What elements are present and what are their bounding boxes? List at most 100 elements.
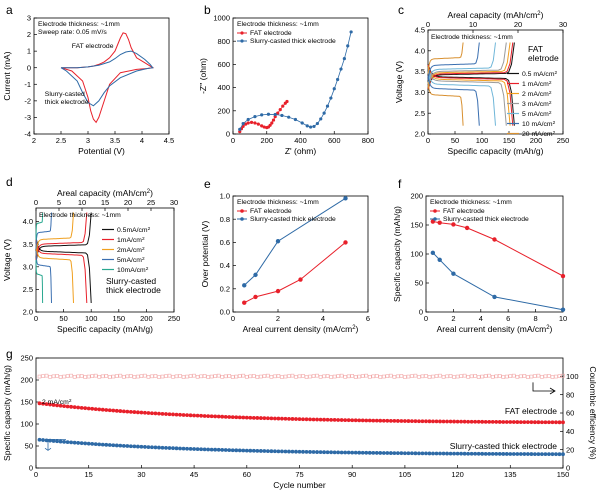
capacity-point [427, 451, 432, 456]
capacity-point [107, 443, 112, 447]
ce-point [396, 374, 400, 379]
capacity-point [220, 448, 225, 452]
ce-point [410, 374, 414, 378]
capacity-point [455, 419, 460, 424]
capacity-point [462, 451, 467, 456]
capacity-point [378, 418, 383, 423]
capacity-point [209, 414, 214, 419]
capacity-point [111, 443, 116, 448]
data-point [253, 272, 258, 278]
ce-point [561, 373, 565, 378]
capacity-point [329, 417, 334, 422]
x-axis-label: Z' (ohm) [285, 146, 317, 156]
capacity-point [276, 416, 281, 421]
y-tick-label: 150 [410, 221, 423, 230]
capacity-point [160, 411, 165, 416]
capacity-point [234, 448, 239, 453]
discharge-curve-6 [427, 81, 464, 126]
y-tick-label: 150 [20, 398, 33, 407]
capacity-point [255, 416, 260, 420]
capacity-point [490, 451, 495, 456]
x-tick-label: 3 [86, 136, 90, 145]
top-tick-label: 30 [559, 20, 567, 29]
capacity-point [441, 451, 446, 456]
ce-point [533, 374, 537, 378]
ce-point [280, 375, 284, 379]
ce-point [417, 374, 421, 379]
discharge-curve-2 [427, 66, 511, 126]
charge-curve-4 [427, 42, 496, 85]
capacity-point [494, 420, 499, 424]
capacity-point [37, 437, 42, 442]
capacity-point [160, 445, 165, 450]
ce-point [325, 374, 330, 378]
ce-point [483, 374, 488, 378]
legend-label: FAT electrode [443, 208, 485, 215]
capacity-point [308, 417, 312, 422]
y-tick-label: 0 [27, 63, 31, 72]
capacity-point [350, 450, 355, 455]
ce-point [367, 374, 372, 379]
capacity-point [547, 420, 551, 425]
capacity-point [494, 451, 499, 456]
capacity-point [69, 440, 74, 445]
capacity-point [290, 417, 295, 421]
ce-point [448, 374, 453, 378]
top-tick-label: 0 [34, 198, 38, 207]
annotation: thick electrode [45, 99, 89, 106]
capacity-point [192, 413, 197, 418]
capacity-point [487, 419, 492, 424]
legend-label: FAT electrode [250, 30, 292, 37]
capacity-point [69, 404, 74, 409]
capacity-point [487, 451, 492, 456]
data-point [253, 294, 258, 300]
discharge-curve-3 [427, 68, 507, 126]
nyquist-line-1 [239, 31, 352, 130]
capacity-point [374, 451, 379, 455]
capacity-point [209, 447, 214, 452]
capacity-point [508, 420, 513, 424]
plot-frame [33, 17, 170, 135]
capacity-point [121, 443, 126, 448]
ce-point [174, 374, 179, 379]
capacity-point [311, 450, 316, 454]
capacity-point [301, 449, 305, 454]
ce-point [378, 375, 383, 379]
x-tick-label: 2.5 [56, 136, 66, 145]
capacity-point [258, 449, 263, 453]
y-axis-label: -Z'' (ohm) [198, 58, 208, 94]
capacity-point [251, 448, 256, 453]
capacity-point [466, 419, 471, 424]
ce-point [97, 374, 102, 379]
capacity-point [164, 445, 168, 450]
ce-point [512, 373, 516, 378]
capacity-point [237, 415, 242, 420]
capacity-point [181, 446, 186, 451]
capacity-point [483, 451, 488, 456]
capacity-point [350, 418, 355, 423]
capacity-point [455, 451, 460, 456]
y-tick-label: 4.5 [415, 26, 425, 35]
capacity-point [410, 451, 414, 456]
capacity-point [364, 450, 369, 455]
discharge-curve-1 [35, 239, 88, 304]
capacity-point [79, 405, 84, 410]
capacity-point [273, 449, 277, 454]
capacity-point [287, 449, 291, 454]
legend-label: 0.5mA/cm2 [117, 226, 151, 235]
capacity-point [532, 420, 537, 425]
data-point [325, 104, 330, 108]
ce-point [336, 374, 340, 378]
y-tick-label: 200 [410, 192, 423, 201]
capacity-point [392, 451, 397, 456]
charge-curve-1 [35, 212, 88, 261]
capacity-point [139, 444, 144, 449]
capacity-point [501, 452, 506, 456]
data-point [242, 300, 247, 305]
ce-point [192, 373, 196, 378]
capacity-point [360, 450, 365, 455]
capacity-point [311, 417, 316, 422]
capacity-point [178, 446, 182, 451]
y-tick-label: 0 [29, 464, 33, 473]
discharge-curve-4 [427, 71, 496, 126]
